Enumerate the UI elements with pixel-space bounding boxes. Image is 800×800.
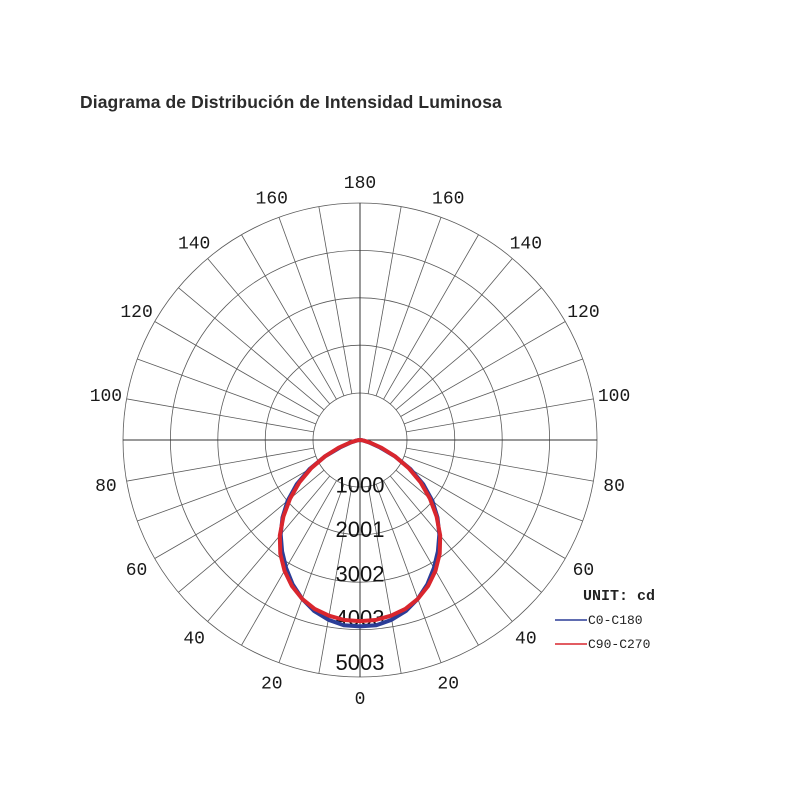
angle-tick-label: 120 <box>567 303 599 323</box>
grid-spoke <box>318 486 353 674</box>
grid-spoke <box>383 234 479 400</box>
grid-spoke <box>367 486 402 674</box>
grid-spoke <box>395 287 542 411</box>
grid-spoke <box>375 484 442 663</box>
angle-tick-label: 100 <box>90 387 122 407</box>
angle-tick-label: 140 <box>510 234 542 254</box>
unit-label: UNIT: cd <box>583 588 655 605</box>
grid-spoke <box>207 475 331 622</box>
angle-tick-labels: 180 160 140 120 100 80 60 40 20 0 160 140 120 100 80 60… <box>90 174 631 710</box>
angle-tick-label: 0 <box>355 690 366 710</box>
angle-tick-label: 160 <box>432 190 464 210</box>
angle-tick-label: 40 <box>515 630 537 650</box>
grid-spoke <box>278 217 345 396</box>
grid-spoke <box>395 469 542 593</box>
grid-spoke <box>383 480 479 646</box>
grid-spoke <box>318 206 353 394</box>
grid-spoke <box>241 234 337 400</box>
angle-tick-label: 20 <box>437 674 459 694</box>
grid-spoke <box>154 321 320 417</box>
grid-spoke <box>241 480 337 646</box>
angle-tick-label: 60 <box>126 561 148 581</box>
grid-spoke <box>406 447 594 482</box>
grid-spoke <box>389 258 513 405</box>
grid-spoke <box>207 258 331 405</box>
grid-spoke <box>400 321 566 417</box>
angle-tick-label: 180 <box>344 174 376 194</box>
angle-tick-label: 120 <box>120 303 152 323</box>
grid-spoke <box>154 463 320 559</box>
angle-tick-label: 80 <box>603 477 625 497</box>
grid-spoke <box>400 463 566 559</box>
angle-tick-label: 160 <box>256 190 288 210</box>
radial-tick-label: 2001 <box>336 517 385 542</box>
series-curves <box>277 438 443 629</box>
angle-tick-label: 140 <box>178 234 210 254</box>
chart-title: Diagrama de Distribución de Intensidad L… <box>80 92 502 112</box>
angle-tick-label: 20 <box>261 674 283 694</box>
radial-tick-label: 3002 <box>336 561 385 586</box>
grid-spoke <box>406 398 594 433</box>
angle-tick-label: 60 <box>573 561 595 581</box>
grid-spoke <box>137 358 316 425</box>
legend-label-c90-c270: C90-C270 <box>588 637 650 652</box>
grid-spoke <box>126 398 314 433</box>
grid-spoke <box>178 287 325 411</box>
grid-spoke <box>404 358 583 425</box>
legend-label-c0-c180: C0-C180 <box>588 613 643 628</box>
grid-spoke <box>178 469 325 593</box>
legend: UNIT: cd C0-C180 C90-C270 <box>555 588 655 652</box>
grid-spoke <box>278 484 345 663</box>
series-curve-c90-c270 <box>277 438 443 624</box>
grid-spoke <box>389 475 513 622</box>
grid-spoke <box>137 455 316 522</box>
angle-tick-label: 80 <box>95 477 117 497</box>
angle-tick-label: 40 <box>183 630 205 650</box>
grid-spoke <box>404 455 583 522</box>
grid-spoke <box>375 217 442 396</box>
radial-tick-label: 1000 <box>336 472 385 497</box>
radial-tick-label: 5003 <box>336 650 385 675</box>
angle-tick-label: 100 <box>598 387 630 407</box>
grid-spoke <box>126 447 314 482</box>
grid-spoke <box>367 206 402 394</box>
